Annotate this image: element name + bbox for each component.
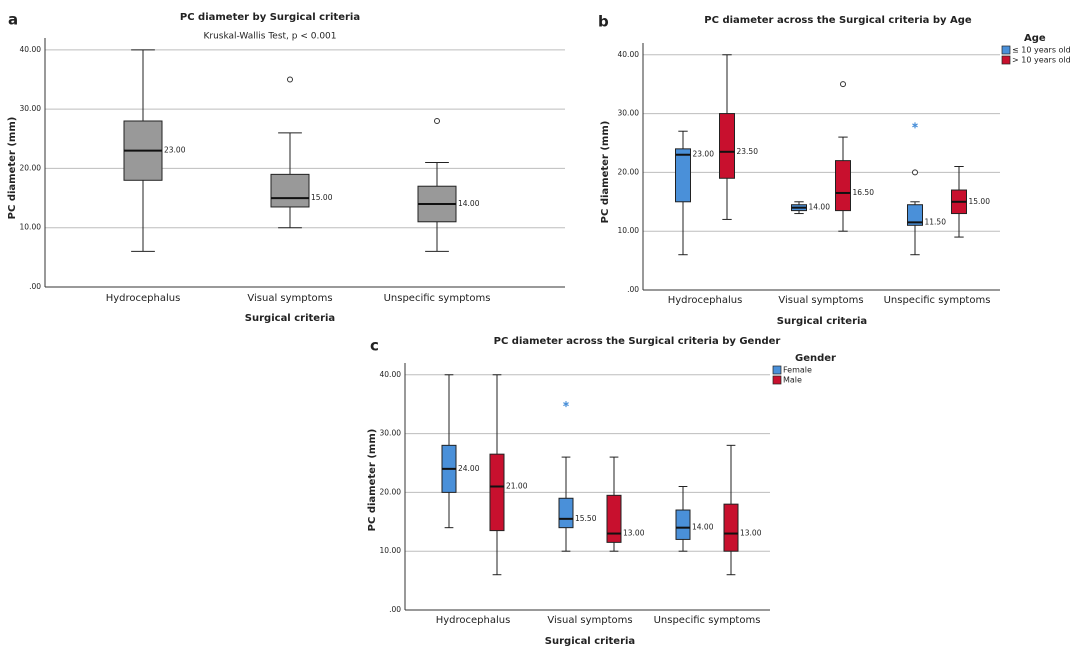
box bbox=[907, 204, 923, 226]
y-tick-label: .00 bbox=[29, 282, 41, 291]
legend-label: ≤ 10 years old bbox=[1012, 46, 1071, 55]
chart-subtitle: Kruskal-Wallis Test, p < 0.001 bbox=[203, 32, 336, 42]
median-label: 15.00 bbox=[311, 193, 333, 202]
panel-label: a bbox=[8, 11, 18, 29]
x-tick-label: Unspecific symptoms bbox=[654, 615, 761, 626]
x-axis-title: Surgical criteria bbox=[245, 313, 335, 324]
y-axis-title: PC diameter (mm) bbox=[367, 429, 378, 532]
legend-title: Gender bbox=[795, 353, 836, 364]
y-tick-label: 40.00 bbox=[618, 50, 640, 59]
chart-title: PC diameter across the Surgical criteria… bbox=[494, 336, 781, 347]
median-label: 16.50 bbox=[853, 188, 875, 197]
median-label: 24.00 bbox=[458, 464, 480, 473]
y-axis-title: PC diameter (mm) bbox=[600, 121, 611, 224]
x-tick-label: Visual symptoms bbox=[547, 615, 632, 626]
chart-title: PC diameter across the Surgical criteria… bbox=[704, 15, 972, 26]
legend-swatch bbox=[1001, 55, 1011, 65]
legend-label: Female bbox=[783, 366, 812, 375]
box bbox=[719, 113, 735, 179]
outlier bbox=[840, 81, 846, 88]
y-tick-label: 10.00 bbox=[20, 223, 42, 232]
box bbox=[835, 160, 851, 212]
median-label: 14.00 bbox=[692, 523, 714, 532]
y-tick-label: 30.00 bbox=[380, 429, 402, 438]
x-tick-label: Hydrocephalus bbox=[436, 615, 511, 626]
y-tick-label: 30.00 bbox=[618, 109, 640, 118]
y-tick-label: 40.00 bbox=[380, 370, 402, 379]
legend-swatch bbox=[772, 375, 782, 385]
median-label: 14.00 bbox=[458, 199, 480, 208]
box bbox=[723, 503, 739, 552]
median-label: 15.50 bbox=[575, 514, 597, 523]
legend-title: Age bbox=[1024, 33, 1046, 44]
panel-label: b bbox=[598, 13, 609, 31]
median-label: 23.50 bbox=[737, 147, 759, 156]
y-tick-label: 20.00 bbox=[380, 487, 402, 496]
box bbox=[489, 453, 505, 532]
y-tick-label: 10.00 bbox=[618, 226, 640, 235]
x-tick-label: Unspecific symptoms bbox=[384, 293, 491, 304]
legend-label: Male bbox=[783, 376, 802, 385]
extreme bbox=[563, 401, 569, 408]
outlier bbox=[287, 76, 293, 83]
y-axis-title: PC diameter (mm) bbox=[7, 117, 18, 220]
median-label: 11.50 bbox=[925, 217, 947, 226]
median-label: 14.00 bbox=[809, 203, 831, 212]
x-tick-label: Hydrocephalus bbox=[106, 293, 181, 304]
outlier bbox=[912, 169, 918, 176]
box bbox=[675, 148, 691, 203]
y-tick-label: .00 bbox=[627, 285, 639, 294]
y-tick-label: 10.00 bbox=[380, 546, 402, 555]
x-axis-title: Surgical criteria bbox=[777, 316, 867, 327]
y-tick-label: 40.00 bbox=[20, 45, 42, 54]
x-axis-title: Surgical criteria bbox=[545, 636, 635, 647]
median-label: 15.00 bbox=[969, 197, 991, 206]
chart-title: PC diameter by Surgical criteria bbox=[180, 12, 360, 23]
panel-label: c bbox=[370, 337, 379, 355]
box bbox=[675, 509, 691, 540]
median-label: 21.00 bbox=[506, 482, 528, 491]
x-tick-label: Visual symptoms bbox=[778, 295, 863, 306]
legend-label: > 10 years old bbox=[1012, 56, 1071, 65]
median-label: 13.00 bbox=[623, 529, 645, 538]
legend-swatch bbox=[772, 365, 782, 375]
x-tick-label: Visual symptoms bbox=[247, 293, 332, 304]
outlier bbox=[434, 118, 440, 124]
y-tick-label: 20.00 bbox=[618, 167, 640, 176]
y-tick-label: 30.00 bbox=[20, 104, 42, 113]
median-label: 23.00 bbox=[693, 150, 715, 159]
median-label: 13.00 bbox=[740, 529, 762, 538]
box bbox=[558, 497, 574, 529]
x-tick-label: Unspecific symptoms bbox=[884, 295, 991, 306]
legend-swatch bbox=[1001, 45, 1011, 55]
median-label: 23.00 bbox=[164, 146, 186, 155]
x-tick-label: Hydrocephalus bbox=[668, 295, 743, 306]
extreme bbox=[912, 122, 918, 129]
y-tick-label: .00 bbox=[389, 605, 401, 614]
y-tick-label: 20.00 bbox=[20, 163, 42, 172]
box bbox=[270, 173, 310, 208]
box bbox=[606, 494, 622, 543]
